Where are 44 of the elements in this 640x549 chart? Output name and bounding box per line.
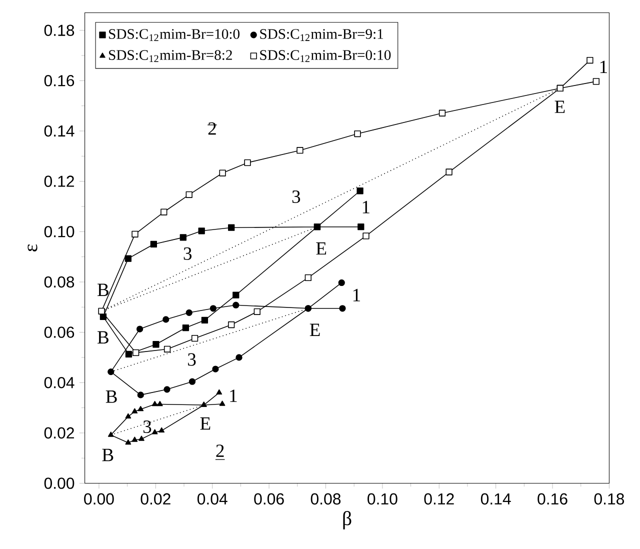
annotation: E [554,100,565,113]
y-tick-label: 0.02 [44,427,74,439]
annotation: 3 [292,190,300,203]
x-axis-title: β [343,511,352,530]
x-tick-label: 0.14 [480,493,511,505]
x-tick-label: 0.04 [197,493,228,505]
annotation: 3 [184,247,192,260]
y-axis-title: ε [28,244,38,252]
y-tick-label: 0.14 [44,125,74,137]
y-tick-label: 0.06 [44,326,74,338]
x-tick-label: 0.10 [368,493,398,505]
annotation: 3 [143,420,152,434]
annotation: 2 [216,444,224,457]
x-tick-label: 0.18 [594,493,624,505]
annotation: E [310,324,320,336]
x-tick-label: 0.12 [424,493,454,505]
y-tick-label: 0.16 [44,75,74,86]
annotation: 3 [188,353,196,366]
annotation: B [106,390,117,403]
y-tick-label: 0.18 [44,24,74,36]
x-tick-label: 0.00 [84,493,114,505]
annotation: B [97,284,108,296]
annotation: 1 [353,288,360,302]
annotation: 2 [208,122,216,135]
annotation: 1 [600,60,607,73]
x-tick-label: 0.16 [538,493,568,505]
annotation: B [102,448,114,462]
legend-label: SDS:C$_{12}$mim-Br=9:1 [260,29,384,41]
y-tick-label: 0.10 [44,226,74,238]
x-tick-label: 0.08 [310,493,341,505]
y-tick-label: 0.00 [44,478,74,489]
annotation: E [200,417,210,430]
annotation: 1 [362,200,370,214]
annotation: E [316,242,326,255]
legend-label: SDS:C$_{12}$mim-Br=8:2 [109,50,232,62]
x-tick-label: 0.02 [140,493,170,505]
legend-label: SDS:C$_{12}$mim-Br=0:10 [260,50,391,62]
annotation: B [97,331,108,344]
annotation: 1 [230,390,237,402]
x-tick-label: 0.06 [254,493,284,505]
y-tick-label: 0.08 [44,276,74,288]
y-tick-label: 0.12 [44,176,74,187]
y-tick-label: 0.04 [44,376,74,388]
legend-label: SDS:C$_{12}$mim-Br=10:0 [109,29,240,41]
